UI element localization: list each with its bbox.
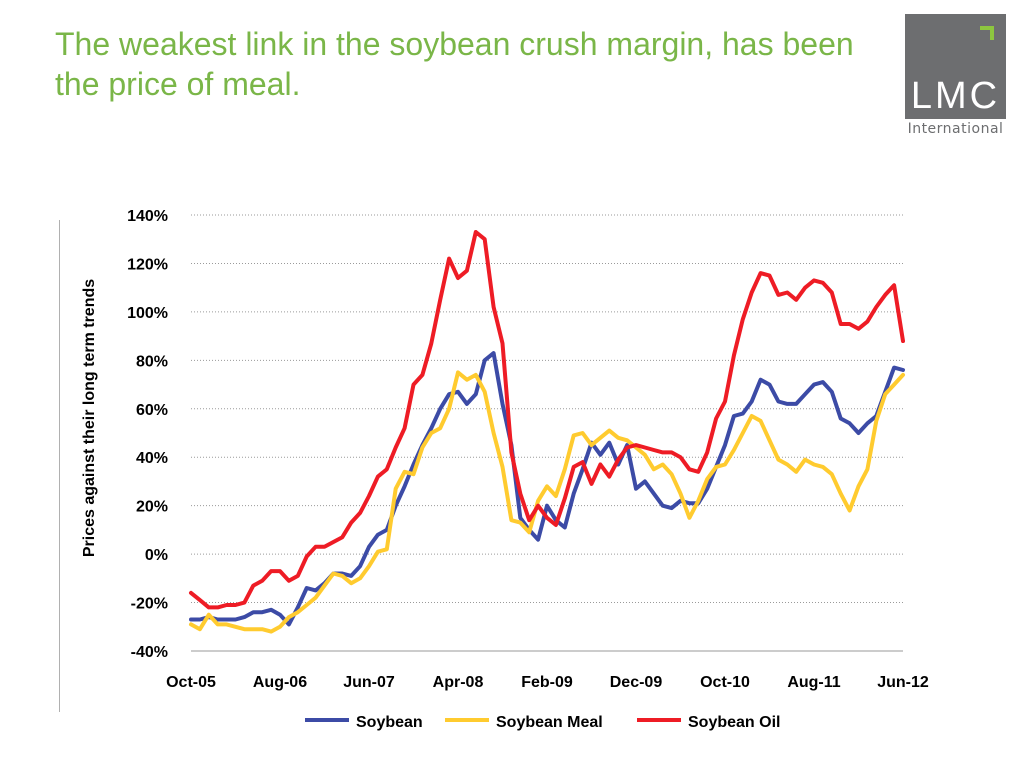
series-line-soybean — [189, 351, 905, 627]
series-lines — [189, 230, 905, 634]
y-tick-label: 120% — [127, 256, 168, 273]
legend-label: Soybean — [356, 714, 423, 731]
y-tick-label: 80% — [136, 353, 168, 370]
y-tick-label: 0% — [145, 547, 168, 564]
x-tick-label: Apr-08 — [433, 674, 484, 691]
lmc-logo: LMC International — [905, 14, 1006, 137]
x-tick-label: Jun-12 — [877, 674, 929, 691]
x-axis-ticks: Oct-05 Aug-06 Jun-07 Apr-08 Feb-09 Dec-09 Oct-… — [166, 674, 929, 691]
x-tick-label: Feb-09 — [521, 674, 573, 691]
y-axis-label: Prices against their long term trends — [81, 279, 98, 557]
logo-main-text: LMC — [910, 75, 1001, 117]
slide-title: The weakest link in the soybean crush ma… — [55, 26, 854, 102]
logo-subtitle: International — [907, 121, 1004, 137]
x-tick-label: Jun-07 — [343, 674, 395, 691]
gridlines — [191, 214, 903, 652]
series-line-soybean-meal — [189, 370, 905, 634]
x-tick-label: Aug-11 — [787, 674, 840, 691]
logo-corner-mark — [980, 26, 994, 40]
logo-box: LMC — [905, 14, 1006, 119]
legend-label: Soybean Oil — [688, 714, 780, 731]
y-tick-label: 60% — [136, 402, 168, 419]
chart-left-rule — [59, 220, 60, 712]
y-tick-label: 40% — [136, 450, 168, 467]
y-tick-label: -20% — [131, 596, 168, 613]
y-axis-ticks: -40% -20% 0% 20% 40% 60% 80% 100% 120% 140% — [127, 208, 168, 661]
legend-label: Soybean Meal — [496, 714, 603, 731]
legend: Soybean Soybean Meal Soybean Oil — [305, 714, 780, 731]
x-tick-label: Oct-10 — [700, 674, 750, 691]
x-tick-label: Dec-09 — [610, 674, 663, 691]
y-tick-label: 100% — [127, 305, 168, 322]
y-tick-label: 20% — [136, 499, 168, 516]
x-tick-label: Aug-06 — [253, 674, 307, 691]
x-tick-label: Oct-05 — [166, 674, 216, 691]
y-tick-label: -40% — [131, 644, 168, 661]
y-tick-label: 140% — [127, 208, 168, 225]
series-line-soybean-oil — [189, 230, 905, 610]
